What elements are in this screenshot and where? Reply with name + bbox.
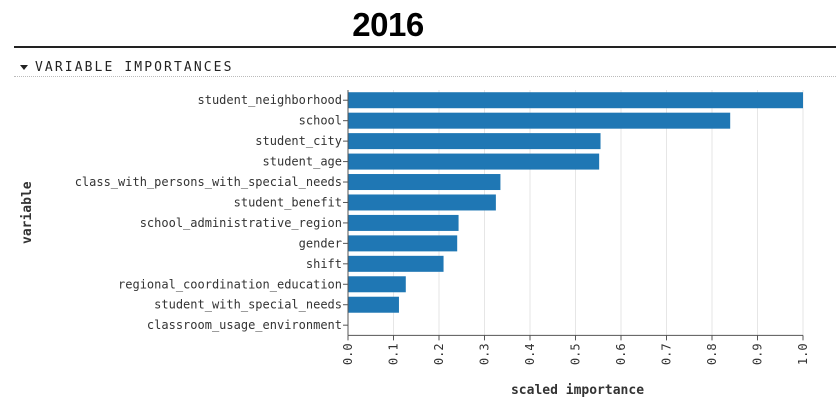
x-tick-label: 0.1	[387, 343, 401, 365]
y-tick-label: student_age	[263, 155, 342, 169]
bar	[348, 194, 496, 211]
y-tick-label: student_with_special_needs	[154, 298, 342, 312]
y-axis-title: variable	[20, 181, 35, 244]
y-tick-label: shift	[306, 257, 342, 271]
x-tick-label: 0.7	[660, 343, 674, 365]
x-tick-label: 0.9	[751, 343, 765, 365]
x-tick-label: 0.4	[523, 343, 537, 365]
x-tick-label: 0.3	[478, 343, 492, 365]
bar	[348, 255, 444, 272]
axes	[343, 90, 804, 341]
x-tick-label: 0.8	[705, 343, 719, 365]
y-tick-label: school_administrative_region	[140, 216, 342, 230]
section-divider	[14, 76, 836, 77]
y-tick-label: regional_coordination_education	[118, 277, 342, 291]
y-tick-label: student_neighborhood	[198, 93, 343, 107]
bar	[348, 112, 731, 129]
bar	[348, 235, 458, 252]
bar	[348, 214, 459, 231]
x-axis-title: scaled importance	[511, 383, 644, 398]
x-tick-label: 0.2	[432, 343, 446, 365]
bar	[348, 296, 399, 313]
title-divider	[14, 46, 836, 48]
y-tick-label: gender	[299, 236, 342, 250]
bar	[348, 92, 803, 109]
x-tick-label: 0.0	[341, 343, 355, 365]
y-tick-label: student_benefit	[234, 195, 342, 209]
bar	[348, 174, 501, 191]
bar	[348, 153, 600, 170]
y-tick-label: student_city	[255, 134, 342, 148]
bars	[348, 92, 803, 313]
y-tick-label: classroom_usage_environment	[147, 318, 342, 332]
x-tick-label: 0.5	[569, 343, 583, 365]
bar	[348, 133, 601, 150]
y-tick-label: class_with_persons_with_special_needs	[75, 175, 342, 189]
caret-down-icon	[20, 65, 28, 70]
gridlines	[347, 90, 804, 336]
section-title: VARIABLE IMPORTANCES	[35, 59, 234, 75]
page-title: 2016	[352, 6, 424, 43]
bar	[348, 276, 406, 293]
variable-importances-toggle[interactable]: VARIABLE IMPORTANCES	[20, 57, 234, 77]
x-tick-label: 1.0	[796, 343, 810, 365]
y-tick-label: school	[299, 114, 342, 128]
x-tick-label: 0.6	[614, 343, 628, 365]
